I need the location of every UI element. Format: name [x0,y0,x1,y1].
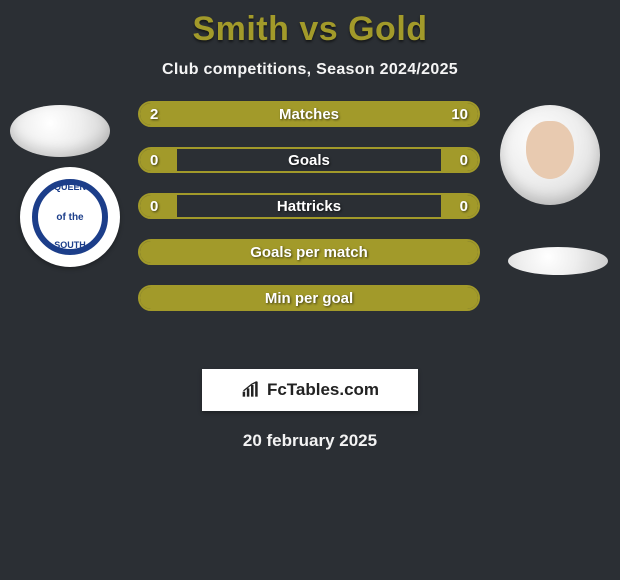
brand-badge: FcTables.com [202,369,418,411]
bar-label: Min per goal [140,287,478,309]
stat-bar: 210Matches [138,101,480,127]
stat-bars: 210Matches 00Goals 00Hattricks Goals per ma… [138,101,480,331]
stat-bar: 00Goals [138,147,480,173]
comparison-area: QUEEN of the SOUTH 210Matches00Goals00Ha… [0,115,620,355]
stat-bar: Min per goal [138,285,480,311]
subtitle: Club competitions, Season 2024/2025 [0,61,620,79]
right-player-avatar [500,105,600,205]
club-text-bot: SOUTH [38,241,102,251]
bar-label: Goals per match [140,241,478,263]
left-club-badge: QUEEN of the SOUTH [20,167,120,267]
bar-label: Goals [140,149,478,171]
club-text-top: QUEEN [38,183,102,193]
bar-label: Matches [140,103,478,125]
stat-bar: Goals per match [138,239,480,265]
date-label: 20 february 2025 [0,431,620,451]
right-club-badge [508,247,608,275]
club-text-mid: of the [56,212,83,223]
left-player-avatar [10,105,110,157]
stat-bar: 00Hattricks [138,193,480,219]
bar-chart-icon [241,381,261,399]
page-title: Smith vs Gold [0,0,620,49]
bar-label: Hattricks [140,195,478,217]
brand-text: FcTables.com [267,380,379,400]
